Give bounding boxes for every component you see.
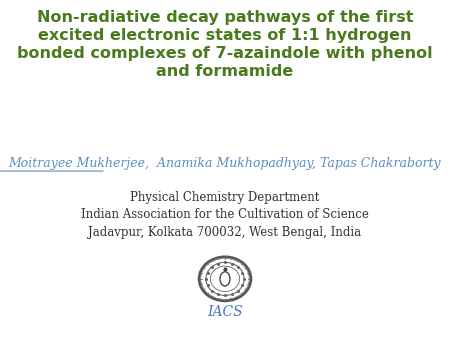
Text: IACS: IACS bbox=[207, 305, 243, 319]
Text: Moitrayee Mukherjee,  Anamika Mukhopadhyay, Tapas Chakraborty: Moitrayee Mukherjee, Anamika Mukhopadhya… bbox=[9, 158, 441, 170]
Text: Non-radiative decay pathways of the first
excited electronic states of 1:1 hydro: Non-radiative decay pathways of the firs… bbox=[17, 10, 433, 79]
Text: Physical Chemistry Department
Indian Association for the Cultivation of Science
: Physical Chemistry Department Indian Ass… bbox=[81, 191, 369, 239]
